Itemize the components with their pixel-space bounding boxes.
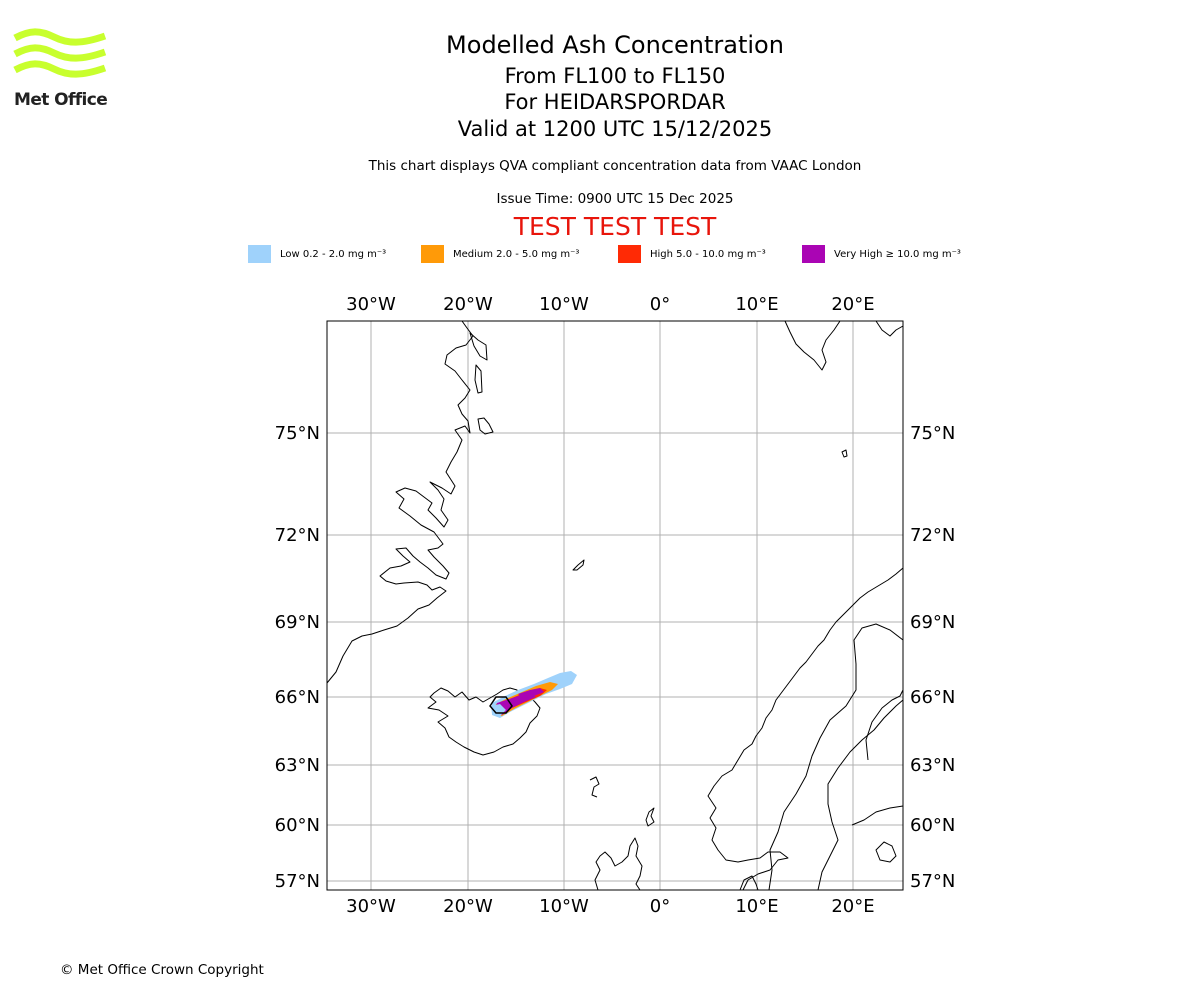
lon-label-top-10e: 10°E: [735, 294, 778, 315]
iceland-coastline: [427, 687, 541, 756]
copyright-notice: © Met Office Crown Copyright: [60, 962, 264, 978]
legend-swatch-high: [618, 245, 641, 263]
valid-time: Valid at 1200 UTC 15/12/2025: [457, 117, 773, 141]
legend-label-medium: Medium 2.0 - 5.0 mg m⁻³: [453, 248, 580, 260]
map-frame: [326, 320, 904, 891]
greenland-fjord: [469, 332, 488, 361]
level-range: From FL100 to FL150: [504, 64, 726, 88]
ash-very-high-core: [518, 688, 544, 698]
legend-label-very-high: Very High ≥ 10.0 mg m⁻³: [834, 248, 961, 260]
longitude-labels: 30°W 20°W 10°W 0° 10°E 20°E 30°W 20°W 10…: [346, 294, 874, 917]
bjornoya: [841, 449, 848, 458]
met-office-logo: Met Office: [12, 28, 112, 114]
volcano-marker: [489, 696, 513, 714]
legend-swatch-low: [248, 245, 271, 263]
legend-item-low: Low 0.2 - 2.0 mg m⁻³: [248, 244, 386, 264]
lon-label-bottom-20e: 20°E: [831, 896, 874, 917]
finland-coastline: [851, 805, 904, 826]
lat-label-right-69n: 69°N: [910, 612, 955, 633]
logo-wordmark: Met Office: [14, 90, 108, 110]
lat-label-left-66n: 66°N: [275, 687, 320, 708]
legend-label-high: High 5.0 - 10.0 mg m⁻³: [650, 248, 766, 260]
greenland-island: [477, 417, 494, 435]
greenland-coastline: [326, 320, 474, 684]
lat-label-left-57n: 57°N: [275, 871, 320, 892]
lon-label-top-10w: 10°W: [539, 294, 589, 315]
gulf-finland-coastline: [875, 841, 897, 863]
lat-label-right-72n: 72°N: [910, 525, 955, 546]
lat-label-left-60n: 60°N: [275, 815, 320, 836]
lat-label-left-63n: 63°N: [275, 755, 320, 776]
jan-mayen-coastline: [572, 559, 585, 571]
legend-item-very-high: Very High ≥ 10.0 mg m⁻³: [802, 244, 961, 264]
ash-plume: [489, 671, 577, 718]
svalbard-east: [875, 320, 904, 337]
latitude-labels: 75°N 72°N 69°N 66°N 63°N 60°N 57°N 75°N …: [275, 423, 956, 892]
lat-label-left-69n: 69°N: [275, 612, 320, 633]
legend-label-low: Low 0.2 - 2.0 mg m⁻³: [280, 248, 387, 260]
denmark-coastline: [739, 875, 759, 891]
issue-time: Issue Time: 0900 UTC 15 Dec 2025: [496, 191, 734, 207]
met-office-waves-icon: [13, 28, 107, 78]
lat-label-right-66n: 66°N: [910, 687, 955, 708]
chart-description: This chart displays QVA compliant concen…: [368, 158, 862, 174]
sweden-interior-border: [768, 623, 904, 891]
test-banner: TEST TEST TEST: [513, 212, 717, 241]
lon-label-bottom-10e: 10°E: [735, 896, 778, 917]
lon-label-bottom-0: 0°: [650, 896, 670, 917]
svalbard-coastline: [784, 320, 841, 371]
faroe-islands: [589, 776, 600, 798]
legend-swatch-very-high: [802, 245, 825, 263]
lon-label-top-20w: 20°W: [443, 294, 493, 315]
finland-border: [865, 689, 904, 761]
lat-label-left-75n: 75°N: [275, 423, 320, 444]
lon-label-top-30w: 30°W: [346, 294, 396, 315]
scandinavia-coastline: [707, 567, 904, 891]
map-area: [327, 321, 903, 890]
legend-item-medium: Medium 2.0 - 5.0 mg m⁻³: [421, 244, 579, 264]
lon-label-top-0: 0°: [650, 294, 670, 315]
legend-swatch-medium: [421, 245, 444, 263]
coastlines: [326, 320, 904, 891]
lon-label-bottom-20w: 20°W: [443, 896, 493, 917]
lat-label-right-57n: 57°N: [910, 871, 955, 892]
chart-title: Modelled Ash Concentration: [446, 31, 784, 59]
lat-label-right-63n: 63°N: [910, 755, 955, 776]
greenland-inlet: [474, 364, 483, 394]
lon-label-top-20e: 20°E: [831, 294, 874, 315]
lat-label-right-75n: 75°N: [910, 423, 955, 444]
lon-label-bottom-30w: 30°W: [346, 896, 396, 917]
baltic-coastline: [817, 699, 904, 891]
shetland-coastline: [645, 807, 655, 827]
lon-label-bottom-10w: 10°W: [539, 896, 589, 917]
lat-label-right-60n: 60°N: [910, 815, 955, 836]
lat-label-left-72n: 72°N: [275, 525, 320, 546]
legend-item-high: High 5.0 - 10.0 mg m⁻³: [618, 244, 766, 264]
scotland-coastline: [594, 837, 643, 891]
volcano-name: For HEIDARSPORDAR: [504, 90, 726, 114]
